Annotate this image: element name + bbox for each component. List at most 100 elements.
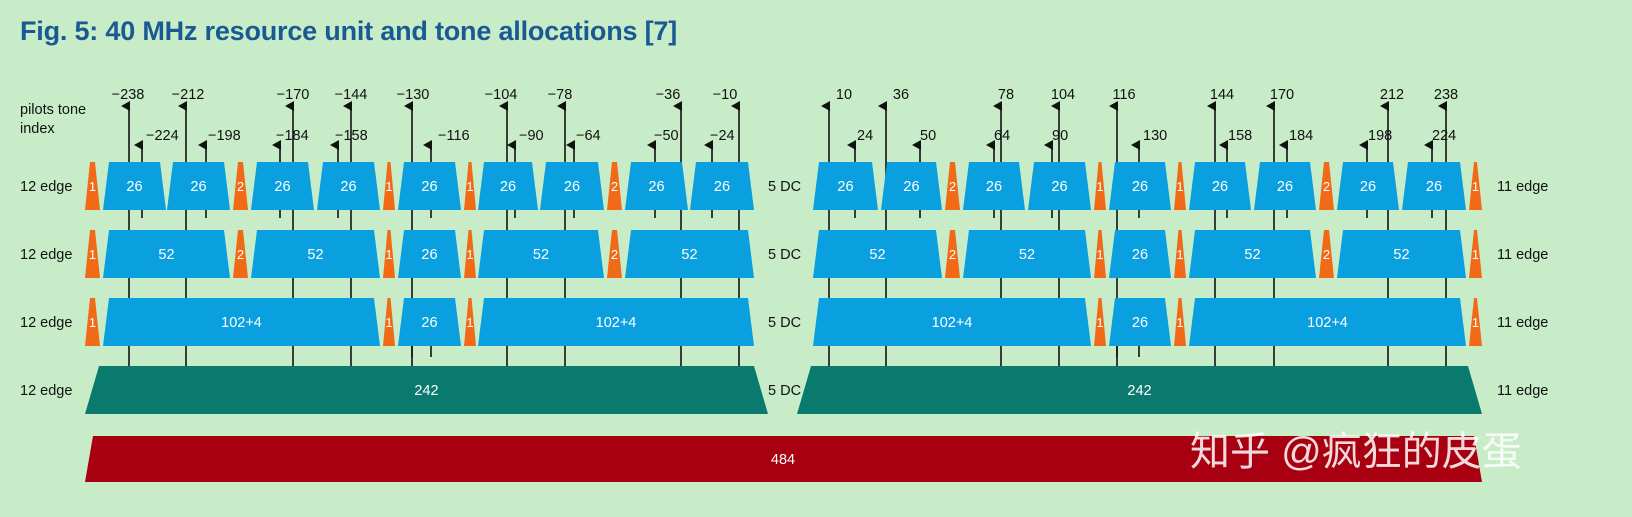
pilot-index-label: −212 [172,87,205,103]
edge-guard-tones-label: 2 [237,247,244,262]
edge-guard-tones-label: 2 [949,179,956,194]
edge-guard-tones-label: 1 [1096,315,1103,330]
edge-guard-tones [233,162,248,210]
ru-26-block [1189,162,1251,210]
edge-guard-tones [464,298,476,346]
ru-1024-block [103,298,380,346]
ru-26-block-label: 26 [837,179,853,195]
ru-52-block [1189,230,1316,278]
edge-guard-tones-label: 2 [949,247,956,262]
pilot-index-label: 64 [994,128,1010,144]
edge-guard-tones-label: 1 [466,247,473,262]
pilot-index-label: 24 [857,128,873,144]
row-dc-label: 5 DC [768,383,801,399]
ru-26-block [317,162,380,210]
ru-26-block [625,162,688,210]
edge-guard-tones [464,162,476,210]
edge-guard-tones [85,298,100,346]
ru-26-block [251,162,314,210]
ru-26-block-label: 26 [1277,179,1293,195]
row-left-edge-label: 12 edge [20,315,72,331]
watermark-layer: 知乎 @疯狂的皮蛋 [1190,430,1522,474]
row-right-edge-label: 11 edge [1497,247,1548,263]
edge-guard-tones [383,162,395,210]
ru-26-block-label: 26 [274,179,290,195]
ru-52-block [625,230,754,278]
pilot-index-label: −170 [277,87,310,103]
pilot-index-label: 158 [1228,128,1252,144]
row-right-edge-label: 11 edge [1497,179,1548,195]
pilot-index-label: 144 [1210,87,1234,103]
ru-242-block [85,366,768,414]
pilot-index-label: −78 [548,87,573,103]
ru-labels: −238 −212 −170 −144 −130 −104 −78 −36 −10 10 36 78 1… [20,87,1548,468]
edge-guard-tones-label: 1 [1472,315,1479,330]
row-left-edge-label: 12 edge [20,179,72,195]
row-right-edge-label: 11 edge [1497,383,1548,399]
edge-guard-tones-label: 1 [385,179,392,194]
pilot-index-label: 104 [1051,87,1075,103]
ru-26-block [540,162,604,210]
edge-guard-tones-label: 1 [89,247,96,262]
ru-26-block [478,162,538,210]
row-left-edge-label: 12 edge [20,247,72,263]
pilots-label-line2: index [20,121,55,137]
pilot-index-label: 170 [1270,87,1294,103]
pilot-index-label: 10 [836,87,852,103]
ru-52-block [478,230,604,278]
ru-242-block-label: 242 [414,383,438,399]
ru-26-block-label: 26 [340,179,356,195]
ru-26-block-label: 26 [1132,247,1148,263]
pilot-index-label: −116 [438,128,470,144]
ru-26-block-label: 26 [421,315,437,331]
ru-242-block-label: 242 [1127,383,1151,399]
edge-guard-tones-label: 2 [237,179,244,194]
ru-26-block [1109,298,1171,346]
pilot-index-label: −10 [713,87,738,103]
ru-26-block [1028,162,1091,210]
ru-26-block-label: 26 [714,179,730,195]
pilot-index-label: 90 [1052,128,1068,144]
pilot-index-label: 212 [1380,87,1404,103]
edge-guard-tones [1469,230,1482,278]
edge-guard-tones-label: 1 [466,179,473,194]
pilot-index-label: 36 [893,87,909,103]
edge-guard-tones-label: 1 [385,247,392,262]
pilot-index-label: −144 [335,87,368,103]
ru-26-block [1254,162,1316,210]
ru-1024-block [1189,298,1466,346]
ru-26-block [398,162,461,210]
ru-26-block-label: 26 [564,179,580,195]
ru-484-label: 484 [771,452,795,468]
ru-26-block-label: 26 [1132,179,1148,195]
edge-guard-tones [1469,162,1482,210]
edge-guard-tones-label: 1 [385,315,392,330]
ru-26-block [103,162,166,210]
ru-52-block [103,230,230,278]
edge-guard-tones [85,230,100,278]
ru-26-block [881,162,942,210]
ru-shapes [85,162,1482,482]
pilot-index-label: −130 [397,87,430,103]
ru-52-block-label: 52 [307,247,323,263]
row-dc-label: 5 DC [768,315,801,331]
pilots-label-line1: pilots tone [20,102,86,118]
pilot-index-label: −198 [208,128,241,144]
ru-26-block [690,162,754,210]
ru-52-block-label: 52 [1019,247,1035,263]
edge-guard-tones-label: 1 [1096,179,1103,194]
edge-guard-tones [607,230,622,278]
pilot-index-label: 224 [1432,128,1456,144]
edge-guard-tones-label: 1 [1096,247,1103,262]
ru-52-block [963,230,1091,278]
ru-52-block-label: 52 [681,247,697,263]
pilot-index-label: −24 [710,128,735,144]
pilot-index-label: −50 [654,128,679,144]
ru-26-block [1109,162,1171,210]
ru-26-block [963,162,1025,210]
edge-guard-tones [233,230,248,278]
pilot-index-label: −90 [519,128,544,144]
edge-guard-tones-label: 2 [611,179,618,194]
edge-guard-tones-label: 1 [89,179,96,194]
edge-guard-tones-label: 1 [1176,315,1183,330]
